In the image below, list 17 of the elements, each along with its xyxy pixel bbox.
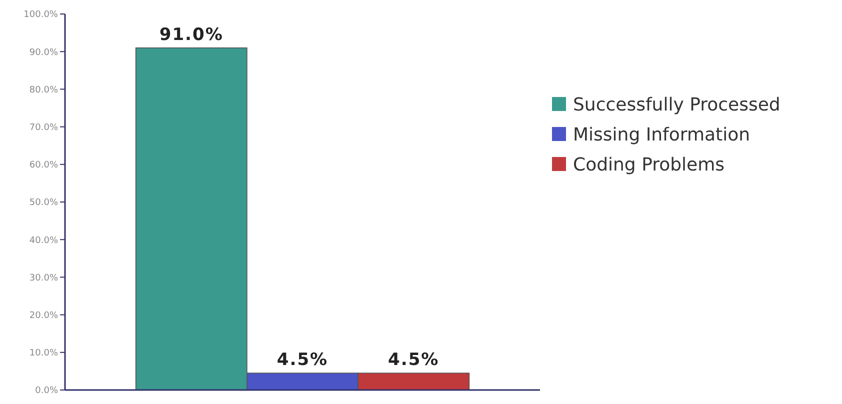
data-label: 4.5% [276,350,328,370]
y-tick-label: 0.0% [35,386,58,396]
y-tick-label: 50.0% [29,198,58,208]
data-label: 4.5% [388,350,440,370]
y-tick-label: 10.0% [29,348,58,359]
y-tick-label: 90.0% [29,48,58,58]
legend-label: Missing Information [573,124,750,146]
legend-label: Coding Problems [573,154,725,176]
y-tick-label: 20.0% [29,310,58,321]
y-tick-label: 60.0% [29,160,58,171]
data-label: 91.0% [159,24,224,45]
y-tick-label: 80.0% [29,85,58,96]
y-tick-label: 70.0% [29,122,58,133]
y-tick-label: 100.0% [24,10,58,20]
legend-label: Successfully Processed [573,94,780,116]
y-tick-label: 40.0% [29,236,58,246]
y-tick-label: 30.0% [29,273,58,284]
